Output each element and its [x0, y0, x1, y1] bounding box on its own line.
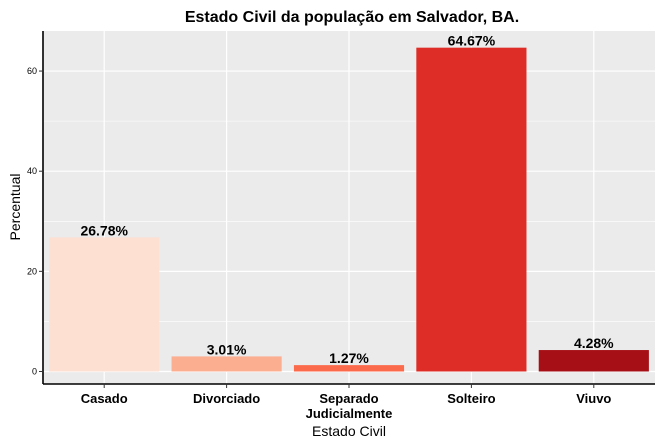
value-label: 1.27% [329, 350, 369, 366]
bar [416, 47, 527, 372]
y-axis-title: Percentual [7, 174, 23, 241]
x-tick-label: Viuvo [576, 391, 611, 406]
value-label: 26.78% [80, 222, 128, 238]
x-axis-title: Estado Civil [312, 423, 386, 439]
bar [538, 350, 649, 372]
y-tick-label: 20 [27, 266, 37, 276]
y-tick-label: 60 [27, 66, 37, 76]
x-tick-label: Separado Judicialmente [306, 391, 393, 421]
chart-title: Estado Civil da população em Salvador, B… [185, 9, 519, 26]
bar [171, 356, 282, 372]
y-tick-label: 0 [32, 366, 37, 376]
x-ticks-group: Casado Divorciado Separado Judicialmente Sol… [81, 384, 611, 421]
y-ticks-group: 0 20 40 60 [27, 66, 43, 376]
y-tick-label: 40 [27, 166, 37, 176]
bar [293, 365, 405, 372]
value-label: 4.28% [574, 335, 614, 351]
value-labels-group: 26.78% 3.01% 1.27% 64.67% 4.28% [80, 33, 614, 366]
x-tick-label: Divorciado [193, 391, 260, 406]
value-label: 3.01% [207, 341, 247, 357]
bar [49, 237, 160, 372]
x-tick-label: Casado [81, 391, 128, 406]
value-label: 64.67% [448, 33, 496, 49]
bars-group [49, 47, 649, 372]
x-tick-label: Solteiro [447, 391, 495, 406]
